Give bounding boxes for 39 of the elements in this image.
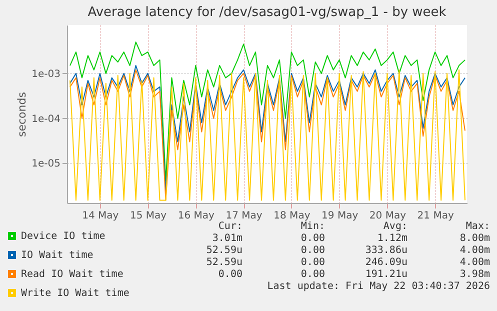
line-series: [69, 42, 466, 182]
x-tick-label: 19 May: [322, 210, 358, 222]
x-tick-label: 14 May: [82, 210, 119, 222]
x-tick-label: 16 May: [178, 210, 215, 222]
text: 0.00: [300, 245, 325, 257]
text: 4.00m: [458, 245, 490, 257]
text: 52.59u: [205, 245, 242, 257]
text: Last update: Fri May 22 03:40:37 2026: [266, 281, 490, 293]
text: 1.12m: [376, 233, 408, 245]
x-tick-label: 17 May: [226, 210, 262, 222]
x-tick-label: 18 May: [274, 210, 310, 222]
x-tick-label: 15 May: [130, 210, 167, 222]
text: 191.21u: [364, 269, 408, 281]
text: Max:: [464, 221, 490, 233]
text: Cur:: [217, 221, 242, 233]
text: 3.98m: [458, 269, 490, 281]
legend-label: Read IO Wait time: [21, 269, 124, 280]
text: Avg:: [382, 221, 408, 233]
chart-title: Average latency for /dev/sasag01-vg/swap_1 - by week: [88, 5, 447, 20]
x-tick-label: 20 May: [369, 210, 406, 222]
text: 8.00m: [458, 233, 490, 245]
x-tick-label: 21 May: [417, 210, 454, 222]
text: Min:: [300, 221, 325, 233]
text: 246.09u: [364, 257, 408, 269]
text: 3.01m: [211, 233, 242, 245]
text: 0.00: [300, 233, 325, 245]
y-tick-label: 1e-03: [32, 68, 60, 80]
text: 0.00: [217, 269, 242, 281]
legend-label: IO Wait time: [21, 250, 94, 261]
y-tick-label: 1e-04: [32, 114, 60, 125]
legend-label: Write IO Wait time: [21, 288, 130, 299]
legend-label: Device IO time: [21, 231, 106, 242]
y-axis-title: seconds: [16, 92, 29, 137]
text: 52.59u: [205, 257, 242, 269]
text: 333.86u: [364, 245, 408, 257]
y-tick-label: 1e-05: [32, 158, 60, 170]
text: 0.00: [300, 257, 325, 269]
text: 4.00m: [458, 257, 490, 269]
text: 0.00: [300, 269, 325, 281]
